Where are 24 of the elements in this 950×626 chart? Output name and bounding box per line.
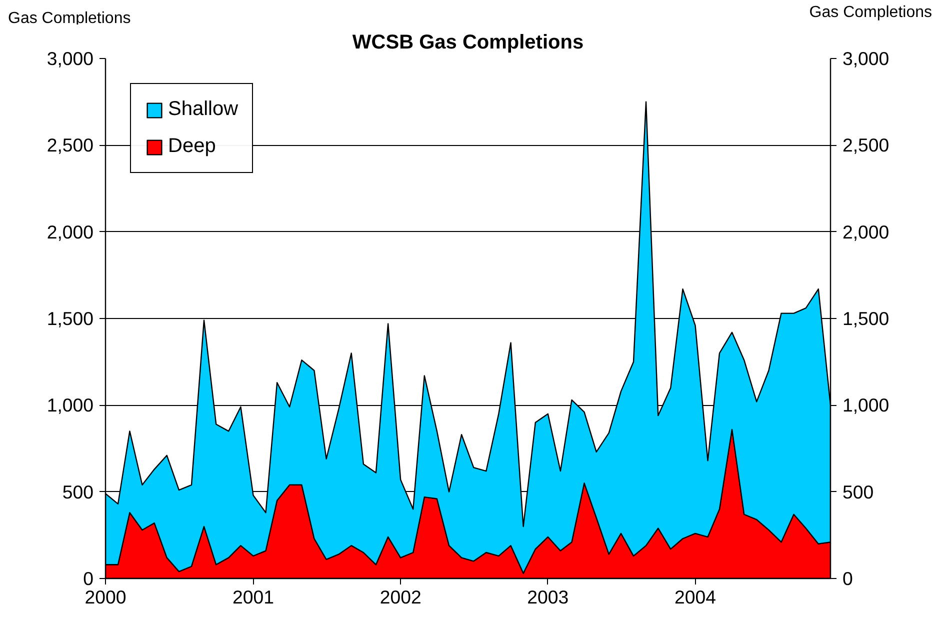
y2-axis-title: Gas Completions [809, 4, 932, 22]
y2-tick-label: 1,000 [842, 394, 890, 416]
x-tick-label: 2003 [527, 586, 569, 608]
y-tick-label: 2,500 [46, 134, 94, 156]
y-axis-title: Gas Completions [8, 10, 131, 28]
y2-tick-label: 2,500 [842, 134, 890, 156]
y2-tick-label: 3,000 [842, 48, 890, 69]
x-tick-label: 2004 [674, 586, 716, 608]
x-tick-label: 2001 [232, 586, 274, 608]
legend-label: Shallow [168, 98, 238, 121]
y-tick-label: 2,000 [46, 221, 94, 242]
y2-tick-label: 0 [842, 568, 853, 589]
y-tick-label: 3,000 [46, 48, 94, 69]
y2-tick-label: 2,000 [842, 221, 890, 242]
y2-tick-label: 1,500 [842, 308, 890, 329]
x-tick-label: 2002 [380, 586, 422, 608]
legend-label: Deep [168, 135, 216, 158]
chart-title: WCSB Gas Completions [352, 32, 584, 54]
y-tick-label: 1,000 [46, 394, 94, 416]
y2-tick-label: 500 [842, 481, 874, 502]
y-tick-label: 500 [62, 481, 94, 502]
x-tick-label: 2000 [84, 586, 126, 608]
y-tick-label: 0 [83, 568, 94, 589]
y-tick-label: 1,500 [46, 308, 94, 329]
